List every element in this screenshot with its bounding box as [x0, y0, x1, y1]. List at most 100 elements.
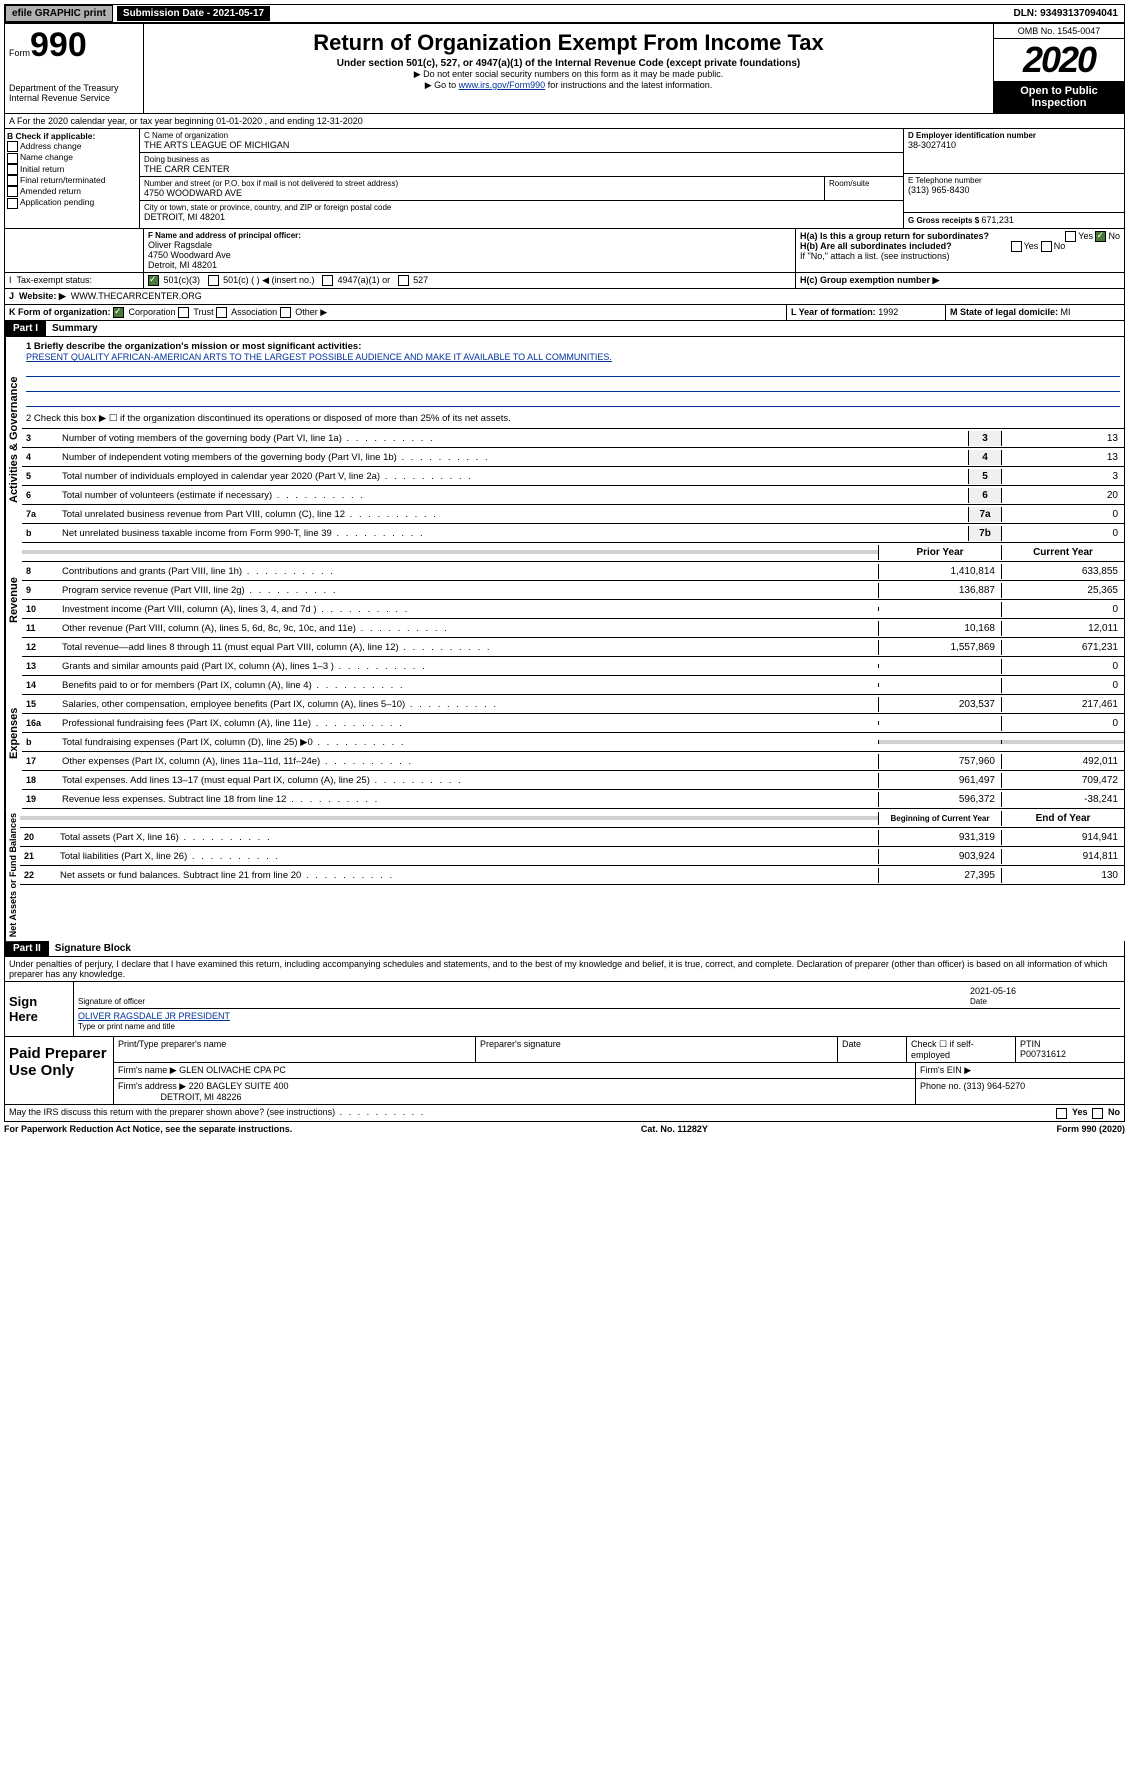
checkbox-amended[interactable]: [7, 186, 18, 197]
sign-date: 2021-05-16: [970, 986, 1016, 996]
part1-header: Part I Summary: [4, 321, 1125, 337]
vert-revenue: Revenue: [5, 543, 22, 657]
paid-preparer-block: Paid Preparer Use Only Print/Type prepar…: [4, 1037, 1125, 1105]
cb-501c3[interactable]: [148, 275, 159, 286]
part2-header: Part II Signature Block: [4, 941, 1125, 957]
officer-label: F Name and address of principal officer:: [148, 231, 301, 240]
ha-label: H(a) Is this a group return for subordin…: [800, 231, 989, 241]
ptin-value: P00731612: [1020, 1049, 1066, 1059]
line-b: b Total fundraising expenses (Part IX, c…: [22, 733, 1125, 752]
cb-assoc[interactable]: [216, 307, 227, 318]
gross-value: 671,231: [981, 215, 1014, 225]
line-21: 21 Total liabilities (Part X, line 26) 9…: [20, 847, 1125, 866]
ha-yes[interactable]: [1065, 231, 1076, 242]
line-12: 12 Total revenue—add lines 8 through 11 …: [22, 638, 1125, 657]
addr-label: Number and street (or P.O. box if mail i…: [144, 179, 820, 188]
gross-label: G Gross receipts $: [908, 216, 981, 225]
line-20: 20 Total assets (Part X, line 16) 931,31…: [20, 828, 1125, 847]
website-row: J Website: ▶ WWW.THECARRCENTER.ORG: [4, 289, 1125, 305]
discuss-row: May the IRS discuss this return with the…: [4, 1105, 1125, 1121]
line-22: 22 Net assets or fund balances. Subtract…: [20, 866, 1125, 885]
officer-city: Detroit, MI 48201: [148, 260, 791, 270]
city-state-zip: DETROIT, MI 48201: [144, 212, 899, 222]
hb-no[interactable]: [1041, 241, 1052, 252]
line-19: 19 Revenue less expenses. Subtract line …: [22, 790, 1125, 809]
checkbox-final[interactable]: [7, 175, 18, 186]
line-13: 13 Grants and similar amounts paid (Part…: [22, 657, 1125, 676]
col-headers: Prior Year Current Year: [22, 543, 1125, 562]
officer-signed-name: OLIVER RAGSDALE JR PRESIDENT: [78, 1011, 230, 1021]
hb-label: H(b) Are all subordinates included?: [800, 241, 952, 251]
line-2: 2 Check this box ▶ ☐ if the organization…: [26, 413, 1120, 424]
sign-block: Sign Here Signature of officer 2021-05-1…: [4, 982, 1125, 1037]
irs-link[interactable]: www.irs.gov/Form990: [459, 80, 546, 90]
line-7a: 7a Total unrelated business revenue from…: [22, 505, 1125, 524]
city-label: City or town, state or province, country…: [144, 203, 899, 212]
net-col-headers: Beginning of Current Year End of Year: [20, 809, 1125, 828]
open-public: Open to Public Inspection: [994, 81, 1124, 113]
sign-here-label: Sign Here: [5, 982, 74, 1036]
form-title: Return of Organization Exempt From Incom…: [148, 30, 989, 56]
form-word: Form: [9, 48, 30, 58]
netassets-section: Net Assets or Fund Balances Beginning of…: [4, 809, 1125, 941]
ein-label: D Employer identification number: [908, 131, 1036, 140]
hb-note: If "No," attach a list. (see instruction…: [800, 251, 1120, 261]
room-label: Room/suite: [829, 179, 899, 188]
period-row: A For the 2020 calendar year, or tax yea…: [4, 114, 1125, 129]
note-ssn: ▶ Do not enter social security numbers o…: [148, 69, 989, 80]
submission-date: Submission Date - 2021-05-17: [117, 6, 270, 21]
officer-h-row: F Name and address of principal officer:…: [4, 229, 1125, 273]
vert-netassets: Net Assets or Fund Balances: [5, 809, 20, 941]
dba-label: Doing business as: [144, 155, 899, 164]
ha-no[interactable]: [1095, 231, 1106, 242]
officer-name: Oliver Ragsdale: [148, 240, 791, 250]
expenses-section: Expenses 13 Grants and similar amounts p…: [4, 657, 1125, 809]
checkbox-pending[interactable]: [7, 198, 18, 209]
firm-city: DETROIT, MI 48226: [161, 1092, 242, 1102]
dln: DLN: 93493137094041: [1007, 6, 1124, 21]
cb-other[interactable]: [280, 307, 291, 318]
paid-preparer-label: Paid Preparer Use Only: [5, 1037, 114, 1104]
hc-label: H(c) Group exemption number ▶: [800, 275, 939, 285]
vert-governance: Activities & Governance: [5, 337, 22, 543]
checkbox-initial[interactable]: [7, 164, 18, 175]
line-8: 8 Contributions and grants (Part VIII, l…: [22, 562, 1125, 581]
firm-address: 220 BAGLEY SUITE 400: [189, 1081, 289, 1091]
form-subtitle: Under section 501(c), 527, or 4947(a)(1)…: [148, 58, 989, 69]
firm-phone: (313) 964-5270: [964, 1081, 1026, 1091]
org-name-label: C Name of organization: [144, 131, 899, 140]
checkbox-namechange[interactable]: [7, 153, 18, 164]
cb-501c[interactable]: [208, 275, 219, 286]
line-10: 10 Investment income (Part VIII, column …: [22, 600, 1125, 619]
year-formation: 1992: [878, 307, 898, 317]
website-url: WWW.THECARRCENTER.ORG: [71, 291, 202, 301]
cb-527[interactable]: [398, 275, 409, 286]
discuss-no[interactable]: [1092, 1108, 1103, 1119]
cb-4947[interactable]: [322, 275, 333, 286]
top-bar: efile GRAPHIC print Submission Date - 20…: [4, 4, 1125, 23]
cb-trust[interactable]: [178, 307, 189, 318]
line-15: 15 Salaries, other compensation, employe…: [22, 695, 1125, 714]
line-6: 6 Total number of volunteers (estimate i…: [22, 486, 1125, 505]
revenue-section: Revenue Prior Year Current Year 8 Contri…: [4, 543, 1125, 657]
omb-number: OMB No. 1545-0047: [994, 24, 1124, 39]
hb-yes[interactable]: [1011, 241, 1022, 252]
efile-button[interactable]: efile GRAPHIC print: [5, 5, 113, 22]
line-4: 4 Number of independent voting members o…: [22, 448, 1125, 467]
box-b: B Check if applicable: Address change Na…: [5, 129, 140, 228]
discuss-yes[interactable]: [1056, 1108, 1067, 1119]
ein-value: 38-3027410: [908, 140, 1120, 150]
tax-status-row: I Tax-exempt status: 501(c)(3) 501(c) ( …: [4, 273, 1125, 289]
line-5: 5 Total number of individuals employed i…: [22, 467, 1125, 486]
line-3: 3 Number of voting members of the govern…: [22, 429, 1125, 448]
tax-year: 2020: [994, 39, 1124, 81]
form-number: 990: [30, 26, 87, 64]
form-header: Form990 Department of the Treasury Inter…: [4, 23, 1125, 114]
line-9: 9 Program service revenue (Part VIII, li…: [22, 581, 1125, 600]
dept-label: Department of the Treasury Internal Reve…: [9, 83, 139, 103]
info-block: B Check if applicable: Address change Na…: [4, 129, 1125, 229]
cb-corp[interactable]: [113, 307, 124, 318]
line-11: 11 Other revenue (Part VIII, column (A),…: [22, 619, 1125, 638]
officer-addr: 4750 Woodward Ave: [148, 250, 791, 260]
checkbox-address[interactable]: [7, 141, 18, 152]
